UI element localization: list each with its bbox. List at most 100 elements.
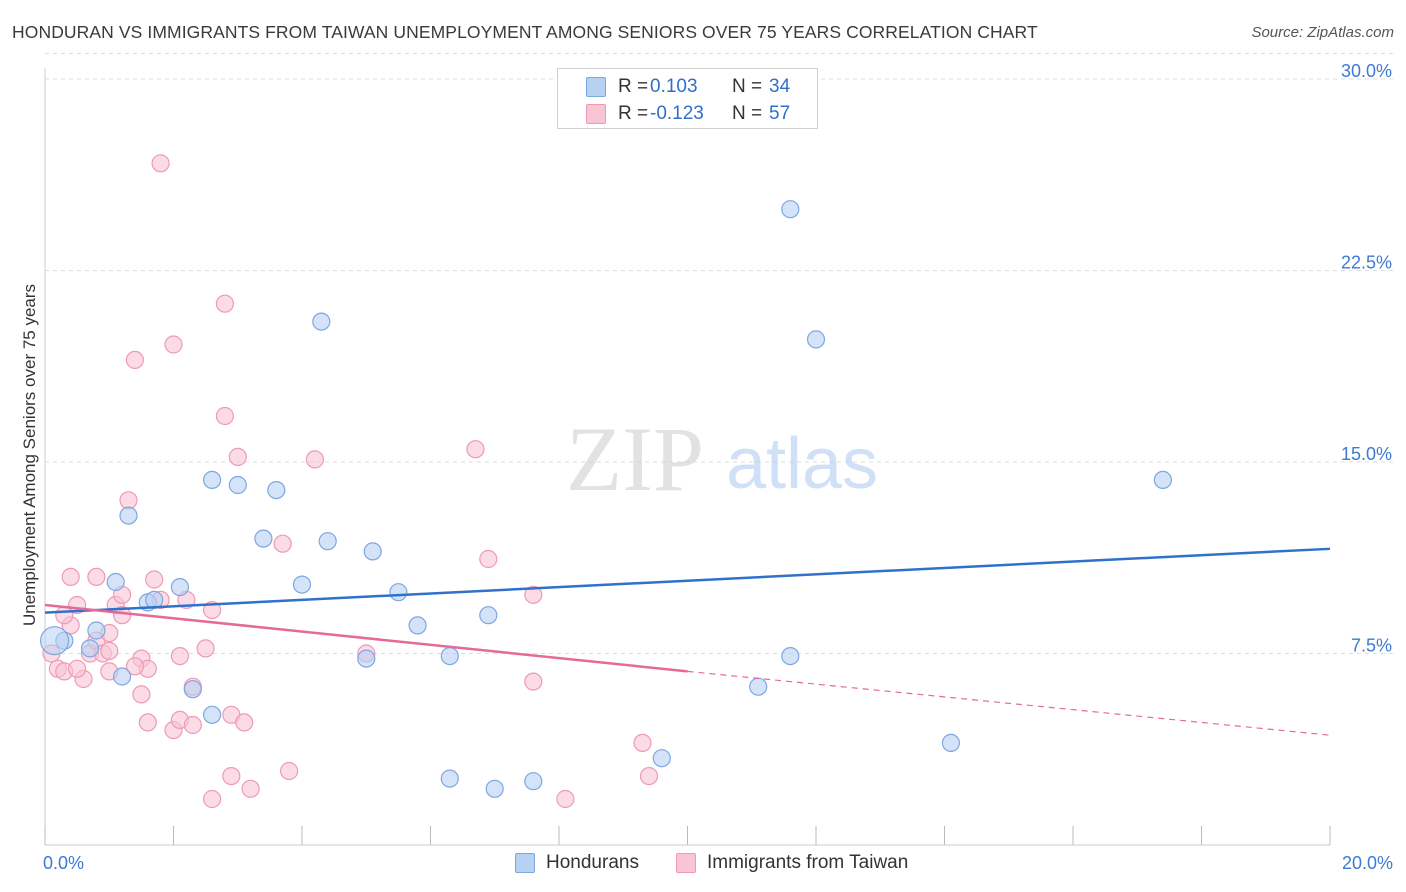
taiwan-point[interactable]: [524, 672, 543, 691]
honduran-point[interactable]: [524, 772, 543, 791]
honduran-point[interactable]: [170, 577, 189, 597]
axes: [44, 68, 1331, 846]
chart-title: HONDURAN VS IMMIGRANTS FROM TAIWAN UNEMP…: [12, 22, 1038, 42]
tick-labels: 7.5% 15.0% 22.5% 30.0% 0.0% 20.0%: [43, 61, 1393, 873]
taiwan-point[interactable]: [273, 534, 292, 553]
y-axis-label: Unemployment Among Seniors over 75 years: [20, 283, 39, 627]
honduran-point[interactable]: [112, 667, 132, 686]
honduran-point[interactable]: [119, 506, 138, 525]
taiwan-point[interactable]: [164, 335, 183, 354]
honduran-point[interactable]: [203, 705, 222, 724]
r-value: 0.103: [650, 76, 698, 97]
source-label: Source: ZipAtlas.com: [1251, 24, 1394, 41]
taiwan-point[interactable]: [235, 713, 254, 732]
legend-label-hondurans: Hondurans: [546, 852, 639, 873]
taiwan-point[interactable]: [524, 585, 543, 604]
honduran-point[interactable]: [485, 779, 504, 798]
x-tick-label-max: 20.0%: [1342, 853, 1393, 873]
taiwan-point[interactable]: [228, 447, 247, 466]
taiwan-point[interactable]: [466, 440, 485, 459]
taiwan-point[interactable]: [203, 789, 222, 809]
taiwan-point[interactable]: [145, 570, 164, 589]
legend-label-taiwan: Immigrants from Taiwan: [707, 852, 909, 873]
taiwan-point[interactable]: [633, 733, 652, 753]
r-label: R =: [618, 103, 649, 124]
honduran-point[interactable]: [80, 639, 100, 658]
n-value: 57: [769, 103, 791, 124]
taiwan-point[interactable]: [61, 567, 80, 587]
honduran-point[interactable]: [440, 646, 459, 666]
honduran-point[interactable]: [806, 330, 826, 349]
taiwan-point[interactable]: [183, 715, 202, 735]
honduran-point[interactable]: [106, 572, 125, 592]
taiwan-point[interactable]: [125, 657, 144, 676]
watermark: ZIP atlas: [566, 408, 878, 510]
taiwan-trend-line: [44, 603, 688, 673]
honduran-point[interactable]: [781, 646, 800, 666]
honduran-point[interactable]: [357, 649, 376, 668]
honduran-point[interactable]: [254, 529, 273, 548]
taiwan-point[interactable]: [556, 789, 575, 809]
honduran-point[interactable]: [440, 769, 459, 788]
honduran-point[interactable]: [312, 312, 331, 331]
taiwan-point[interactable]: [215, 294, 234, 313]
honduran-point[interactable]: [408, 616, 427, 635]
honduran-point[interactable]: [1153, 470, 1173, 489]
taiwan-point[interactable]: [479, 549, 498, 569]
legend-row-taiwan: R = -0.123 N = 57: [558, 100, 817, 126]
pink-swatch-icon: [676, 853, 696, 873]
honduran-point[interactable]: [228, 475, 247, 495]
taiwan-point[interactable]: [112, 606, 132, 625]
taiwan-point[interactable]: [119, 491, 138, 510]
taiwan-point[interactable]: [67, 659, 87, 678]
taiwan-point[interactable]: [241, 779, 260, 798]
honduran-point[interactable]: [203, 470, 222, 489]
honduran-point[interactable]: [389, 583, 408, 602]
honduran-point[interactable]: [479, 606, 498, 625]
taiwan-point[interactable]: [203, 600, 222, 620]
pink-swatch-icon: [586, 104, 606, 124]
taiwan-point[interactable]: [196, 639, 215, 658]
honduran-point[interactable]: [781, 200, 800, 219]
taiwan-point[interactable]: [132, 685, 151, 704]
honduran-point-cluster[interactable]: [39, 626, 70, 656]
honduran-point[interactable]: [749, 677, 768, 696]
n-value: 34: [769, 76, 791, 97]
taiwan-point[interactable]: [305, 450, 324, 469]
honduran-point[interactable]: [267, 481, 286, 500]
watermark-zip: ZIP: [566, 408, 704, 510]
blue-swatch-icon: [515, 853, 535, 873]
taiwan-point[interactable]: [215, 406, 234, 426]
honduran-point[interactable]: [292, 575, 312, 594]
r-label: R =: [618, 76, 649, 97]
n-label: N =: [732, 103, 763, 124]
honduran-point[interactable]: [87, 621, 106, 640]
honduran-point[interactable]: [183, 680, 202, 699]
taiwan-point[interactable]: [170, 646, 189, 666]
taiwan-point[interactable]: [639, 766, 659, 786]
n-label: N =: [732, 76, 763, 97]
taiwan-point[interactable]: [100, 641, 119, 661]
blue-swatch-icon: [586, 77, 606, 97]
taiwan-point[interactable]: [151, 154, 170, 173]
taiwan-trend-extension: [687, 670, 1331, 736]
y-tick-label: 30.0%: [1341, 61, 1392, 81]
honduran-point[interactable]: [652, 749, 671, 768]
taiwan-point[interactable]: [125, 350, 144, 369]
honduran-trend-line: [44, 547, 1331, 614]
taiwan-point[interactable]: [138, 713, 157, 732]
watermark-atlas: atlas: [726, 424, 878, 504]
y-tick-label: 15.0%: [1341, 444, 1392, 464]
honduran-point[interactable]: [363, 542, 382, 561]
taiwan-point[interactable]: [222, 766, 241, 786]
taiwan-point[interactable]: [55, 606, 74, 625]
trend-lines: [44, 547, 1331, 736]
taiwan-point[interactable]: [280, 761, 299, 781]
taiwan-point[interactable]: [87, 567, 106, 587]
honduran-point[interactable]: [318, 532, 337, 551]
honduran-point[interactable]: [941, 733, 961, 753]
gridlines: [45, 52, 1395, 654]
y-tick-label: 7.5%: [1351, 636, 1392, 656]
x-tick-label-min: 0.0%: [43, 853, 84, 873]
